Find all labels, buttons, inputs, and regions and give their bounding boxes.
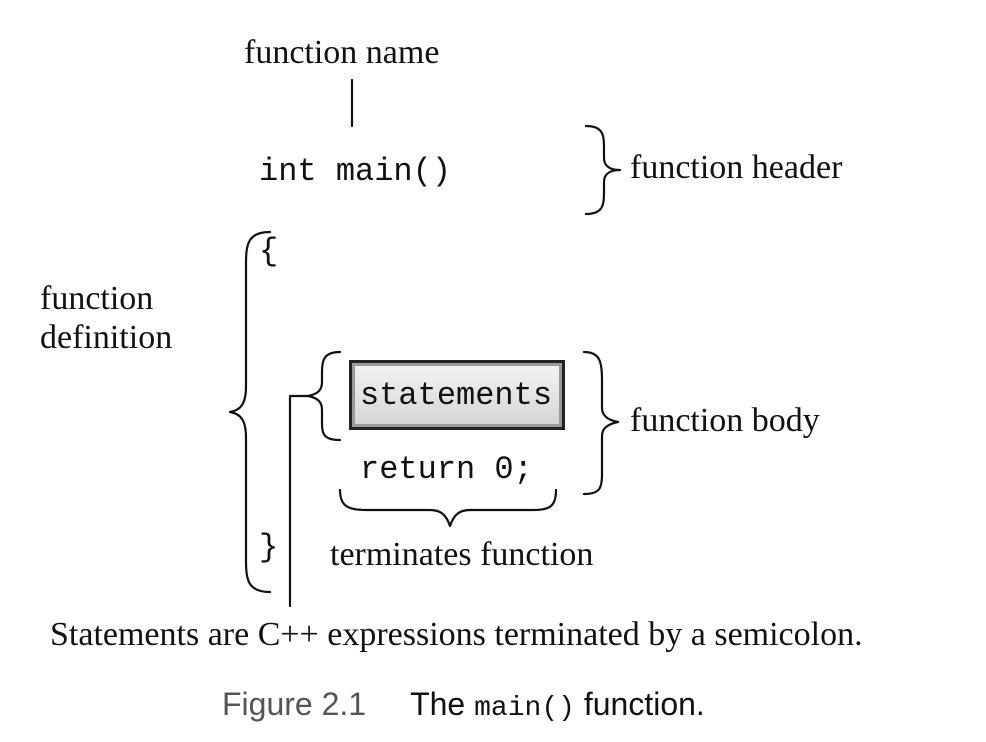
code-close-brace: }	[259, 529, 279, 566]
function-definition-label-line1: function	[40, 280, 154, 317]
code-statements: statements	[360, 377, 553, 414]
terminates-function-label: terminates function	[330, 536, 594, 573]
terminates-function-brace	[338, 488, 558, 528]
figure-caption: Figure 2.1 The main() function.	[222, 688, 705, 723]
figure-number: Figure 2.1	[222, 686, 367, 722]
code-header: int main()	[259, 153, 452, 190]
statements-pointer-line	[288, 394, 310, 608]
caption-code-word: main()	[474, 693, 575, 724]
statements-brace	[306, 350, 342, 442]
code-open-brace: {	[259, 233, 279, 270]
function-name-label: function name	[244, 34, 440, 71]
function-definition-label-line2: definition	[40, 319, 173, 356]
statements-box	[349, 360, 565, 430]
caption-prefix: The	[410, 686, 466, 722]
function-body-label: function body	[630, 402, 820, 439]
function-header-brace	[584, 124, 622, 216]
code-return-line: return 0;	[360, 451, 533, 488]
function-definition-brace	[228, 230, 272, 594]
caption-suffix: function.	[583, 686, 705, 722]
function-header-label: function header	[630, 149, 843, 186]
statements-note: Statements are C++ expressions terminate…	[50, 616, 863, 653]
function-body-brace	[582, 350, 620, 496]
